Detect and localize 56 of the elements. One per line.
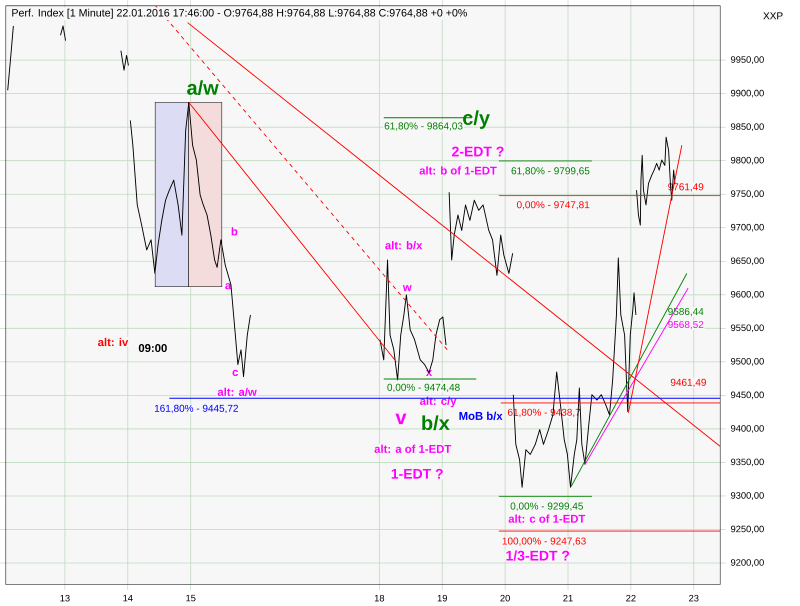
x-tick-label: 13 bbox=[60, 594, 70, 602]
annotation: 1/3-EDT ? bbox=[506, 550, 570, 561]
annotation: 100,00% - 9247,63 bbox=[502, 538, 586, 546]
x-tick-label: 22 bbox=[626, 594, 636, 602]
annotation: 0,00% - 9299,45 bbox=[510, 502, 583, 511]
annotation: 1-EDT ? bbox=[392, 468, 443, 479]
y-tick-label: 9500,00 bbox=[731, 358, 764, 366]
y-tick-label: 9900,00 bbox=[731, 90, 764, 98]
annotation: w bbox=[402, 285, 412, 292]
x-tick-label: 20 bbox=[500, 594, 510, 602]
annotation: 9568,52 bbox=[668, 320, 704, 330]
annotation: 0,00% - 9747,81 bbox=[516, 201, 590, 210]
y-tick-label: 9850,00 bbox=[731, 123, 764, 132]
annotation: 2-EDT ? bbox=[452, 146, 504, 156]
x-tick-label: 18 bbox=[374, 594, 384, 602]
x-tick-label: 14 bbox=[123, 594, 133, 602]
chart-title: Perf. Index [1 Minute] 22.01.2016 17:46:00 - O:9764,88 H:9764,88 L:9764,88 C:9764,88 +0 +0% bbox=[12, 8, 467, 19]
y-tick-label: 9600,00 bbox=[731, 291, 764, 299]
annotation: 9461,49 bbox=[670, 378, 706, 388]
annotation: 61,80% - 9864,03 bbox=[384, 122, 463, 131]
y-tick-label: 9250,00 bbox=[731, 526, 764, 534]
annotation: MoB b/x bbox=[459, 412, 503, 420]
x-tick-label: 21 bbox=[563, 594, 573, 602]
y-tick-label: 9300,00 bbox=[731, 492, 764, 500]
x-tick-label: 23 bbox=[689, 594, 699, 602]
annotation: c/y bbox=[463, 110, 490, 129]
x-tick-label: 15 bbox=[186, 594, 196, 602]
annotation: a bbox=[225, 283, 232, 290]
annotation: alt: c of 1-EDT bbox=[508, 514, 586, 523]
annotation: 161,80% - 9445,72 bbox=[154, 404, 238, 414]
annotation: c bbox=[232, 370, 238, 376]
y-tick-label: 9350,00 bbox=[731, 458, 764, 466]
annotation: 0,00% - 9474,48 bbox=[387, 384, 460, 392]
y-tick-label: 9750,00 bbox=[731, 190, 764, 198]
annotation: alt: a of 1-EDT bbox=[374, 444, 452, 453]
annotation: alt: a/w bbox=[218, 388, 257, 396]
y-tick-label: 9800,00 bbox=[731, 156, 764, 165]
annotation: alt: iv bbox=[98, 338, 128, 346]
y-tick-label: 9400,00 bbox=[731, 425, 764, 433]
y-tick-label: 9200,00 bbox=[731, 559, 764, 567]
annotation: alt: b/x bbox=[385, 241, 422, 250]
annotation: alt: c/y bbox=[420, 396, 456, 408]
annotation: v bbox=[395, 414, 406, 424]
annotation: b bbox=[232, 227, 238, 236]
annotation: b/x bbox=[422, 415, 450, 430]
x-tick-label: 19 bbox=[438, 594, 447, 602]
text: XXP bbox=[763, 12, 783, 20]
annotation: alt: b of 1-EDT bbox=[420, 166, 497, 175]
y-tick-label: 9550,00 bbox=[731, 324, 764, 332]
y-tick-label: 9650,00 bbox=[731, 257, 764, 266]
y-tick-label: 9450,00 bbox=[731, 392, 764, 400]
annotation: a/w bbox=[187, 80, 219, 96]
y-tick-label: 9700,00 bbox=[731, 224, 764, 232]
y-tick-label: 9950,00 bbox=[731, 56, 764, 64]
annotation: 61,80% - 9799,65 bbox=[512, 167, 590, 176]
annotation: 09:00 bbox=[138, 344, 167, 352]
